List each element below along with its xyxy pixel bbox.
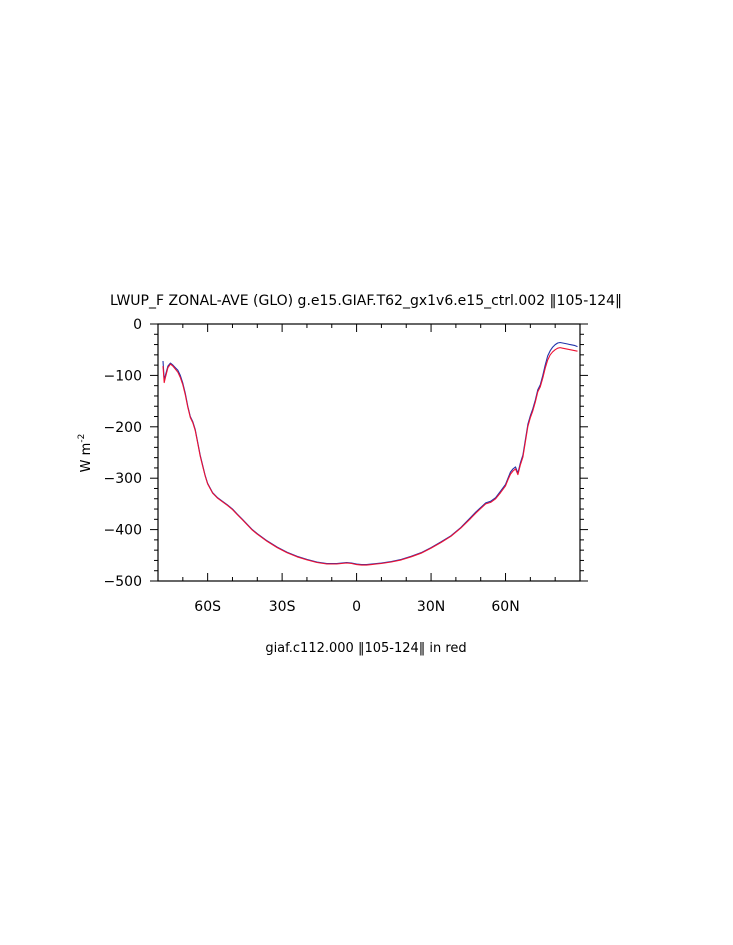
red-series-annotation: giaf.c112.000 ‖105-124‖ in red <box>265 641 466 656</box>
chart-title: LWUP_F ZONAL-AVE (GLO) g.e15.GIAF.T62_gx… <box>110 293 622 309</box>
y-tick-label: −500 <box>104 574 142 590</box>
series-layer <box>162 341 578 566</box>
y-axis-label-exponent: -2 <box>77 434 87 443</box>
y-tick-label: −200 <box>104 420 142 436</box>
x-tick-label: 30S <box>269 599 296 615</box>
y-tick-label: −300 <box>104 471 142 487</box>
y-axis-label-text: W m <box>79 443 94 473</box>
x-tick-label: 60N <box>491 599 519 615</box>
series-line-2 <box>162 347 578 566</box>
series-line-1 <box>162 341 578 566</box>
plot-frame <box>157 323 581 582</box>
x-tick-label: 30N <box>417 599 445 615</box>
x-axis-ticks: 60S 30S 0 30N 60N <box>157 324 581 615</box>
x-tick-label: 60S <box>194 599 221 615</box>
x-tick-label: 0 <box>352 599 361 615</box>
y-tick-label: 0 <box>133 317 142 333</box>
y-tick-label: −100 <box>104 368 142 384</box>
y-axis-label: W m-2 <box>77 434 94 473</box>
y-tick-label: −400 <box>104 523 142 539</box>
y-axis-ticks: 0 −100 −200 −300 −400 −500 <box>104 317 588 590</box>
